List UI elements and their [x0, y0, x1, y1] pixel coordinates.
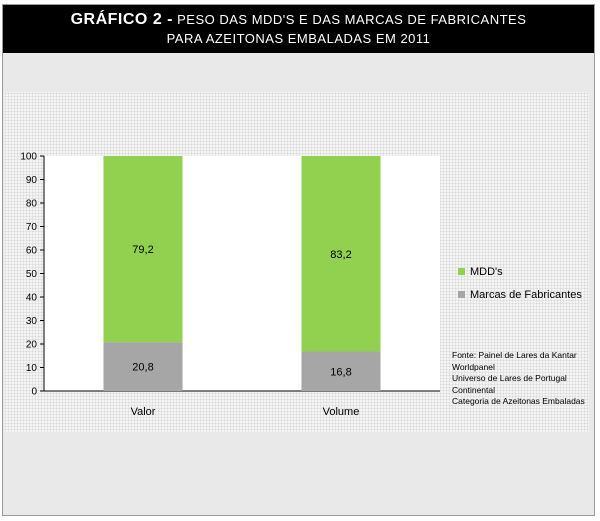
- source-line: Categoria de Azeitonas Embaladas: [452, 396, 585, 406]
- y-tick-label: 0: [31, 387, 37, 398]
- plot-area: [44, 156, 440, 391]
- data-label: 79,2: [132, 244, 153, 256]
- y-tick-label: 10: [26, 363, 38, 374]
- y-tick-label: 100: [20, 152, 37, 163]
- y-tick-label: 70: [26, 222, 38, 233]
- x-category-label: Valor: [131, 406, 156, 418]
- legend-swatch: [458, 291, 465, 298]
- legend-swatch: [458, 268, 465, 275]
- chart-header: GRÁFICO 2 - PESO DAS MDD'S E DAS MARCAS …: [3, 5, 594, 53]
- source-note: Fonte: Painel de Lares da Kantar Worldpa…: [452, 350, 592, 408]
- source-line: Universo de Lares de Portugal: [452, 373, 567, 383]
- y-tick-label: 80: [26, 199, 38, 210]
- y-tick-label: 90: [26, 175, 38, 186]
- legend-label: MDD's: [470, 266, 503, 278]
- data-label: 20,8: [132, 362, 153, 374]
- y-tick-label: 60: [26, 246, 38, 257]
- chart-title-text: PESO DAS MDD'S E DAS MARCAS DE FABRICANT…: [177, 12, 527, 27]
- data-label: 83,2: [330, 249, 351, 261]
- x-category-label: Volume: [323, 406, 360, 418]
- bar-segment: [301, 351, 381, 391]
- y-tick-label: 50: [26, 269, 38, 280]
- chart-subtitle: PARA AZEITONAS EMBALADAS EM 2011: [166, 31, 431, 46]
- legend-label: Marcas de Fabricantes: [470, 289, 582, 301]
- bar-segment: [103, 342, 183, 391]
- chart-title-number: GRÁFICO 2 -: [70, 11, 173, 28]
- source-line: Fonte: Painel de Lares da Kantar: [452, 350, 577, 360]
- bar-segment: [301, 156, 381, 352]
- y-tick-label: 40: [26, 293, 38, 304]
- chart-title: GRÁFICO 2 - PESO DAS MDD'S E DAS MARCAS …: [3, 11, 594, 29]
- source-line: Continental: [452, 384, 496, 395]
- source-line: Worldpanel: [452, 361, 495, 372]
- bar-segment: [103, 156, 183, 343]
- y-tick-label: 30: [26, 316, 38, 327]
- y-tick-label: 20: [26, 340, 38, 351]
- data-label: 16,8: [330, 366, 351, 378]
